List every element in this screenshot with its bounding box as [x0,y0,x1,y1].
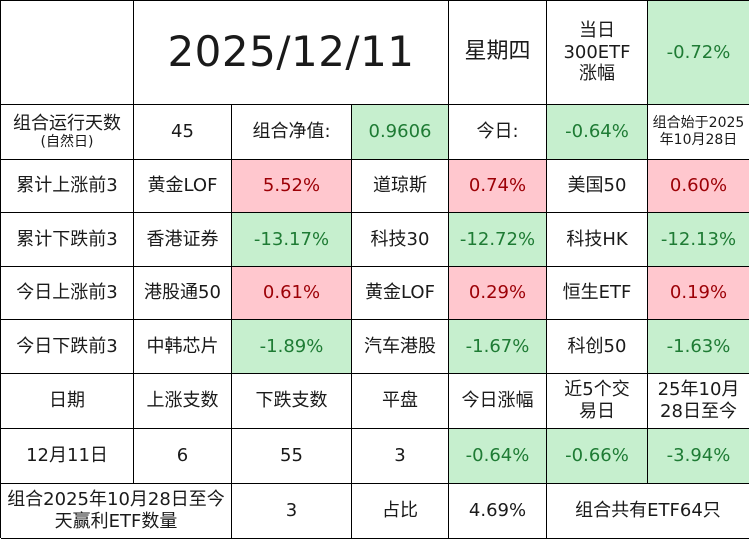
etf300-value: -0.72% [648,1,749,105]
ranking-name: 黄金LOF [134,160,232,213]
profit-count-value: 3 [232,484,352,539]
ranking-name: 香港证券 [134,213,232,267]
run-days-label-cell: 组合运行天数 (自然日) [1,105,134,160]
etf300-label: 当日300ETF涨幅 [547,1,648,105]
stats-header-since-start: 25年10月28日至今 [648,374,749,429]
ranking-name: 美国50 [547,160,648,213]
ranking-label: 累计上涨前3 [1,160,134,213]
ranking-label: 今日上涨前3 [1,267,134,320]
ranking-name: 道琼斯 [352,160,449,213]
start-note: 组合始于2025年10月28日 [648,105,749,160]
run-days-value: 45 [134,105,232,160]
ranking-label: 今日下跌前3 [1,320,134,374]
stats-header-5-day: 近5个交易日 [547,374,648,429]
run-days-note: (自然日) [40,134,94,151]
stats-date: 12月11日 [1,429,134,484]
ranking-name: 恒生ETF [547,267,648,320]
ranking-value: -1.89% [232,320,352,374]
stats-up-count: 6 [134,429,232,484]
ranking-name: 科创50 [547,320,648,374]
ranking-name: 港股通50 [134,267,232,320]
nav-label: 组合净值: [232,105,352,160]
ranking-value: -12.13% [648,213,749,267]
ranking-name: 中韩芯片 [134,320,232,374]
ranking-value: 0.19% [648,267,749,320]
ranking-value: -1.67% [449,320,547,374]
stats-header-flat: 平盘 [352,374,449,429]
nav-value: 0.9606 [352,105,449,160]
ranking-value: 0.74% [449,160,547,213]
stats-header-down-count: 下跌支数 [232,374,352,429]
stats-since-start-change: -3.94% [648,429,749,484]
stats-header-today-change: 今日涨幅 [449,374,547,429]
stats-5-day-change: -0.66% [547,429,648,484]
ranking-value: 0.61% [232,267,352,320]
report-date: 2025/12/11 [134,1,449,105]
run-days-label: 组合运行天数 [13,112,121,134]
stats-down-count: 55 [232,429,352,484]
ranking-label: 累计下跌前3 [1,213,134,267]
stats-header-up-count: 上涨支数 [134,374,232,429]
ranking-value: -1.63% [648,320,749,374]
ranking-value: 0.60% [648,160,749,213]
stats-today-change: -0.64% [449,429,547,484]
ranking-value: -13.17% [232,213,352,267]
ranking-value: 5.52% [232,160,352,213]
blank-corner-cell [1,1,134,105]
stats-flat-count: 3 [352,429,449,484]
ranking-name: 黄金LOF [352,267,449,320]
profit-count-label: 组合2025年10月28日至今天赢利ETF数量 [1,484,232,539]
today-value: -0.64% [547,105,648,160]
weekday: 星期四 [449,1,547,105]
ranking-value: 0.29% [449,267,547,320]
ranking-name: 科技HK [547,213,648,267]
total-etf-label: 组合共有ETF64只 [547,484,749,539]
ratio-label: 占比 [352,484,449,539]
ranking-name: 汽车港股 [352,320,449,374]
ranking-value: -12.72% [449,213,547,267]
ratio-value: 4.69% [449,484,547,539]
today-label: 今日: [449,105,547,160]
stats-header-date: 日期 [1,374,134,429]
ranking-name: 科技30 [352,213,449,267]
